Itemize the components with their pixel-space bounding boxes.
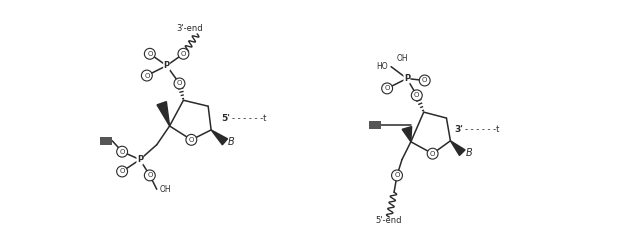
Text: O: O bbox=[120, 149, 125, 155]
Circle shape bbox=[144, 170, 155, 181]
Text: HO: HO bbox=[376, 62, 388, 71]
Circle shape bbox=[117, 166, 128, 177]
Text: - - - - - -t: - - - - - -t bbox=[232, 114, 266, 123]
FancyBboxPatch shape bbox=[100, 137, 112, 145]
Circle shape bbox=[382, 83, 392, 94]
Text: B: B bbox=[228, 137, 235, 147]
Circle shape bbox=[392, 170, 402, 181]
FancyBboxPatch shape bbox=[370, 121, 381, 129]
Text: 5'-end: 5'-end bbox=[376, 216, 402, 225]
Circle shape bbox=[411, 90, 422, 101]
Text: O: O bbox=[147, 51, 153, 57]
Polygon shape bbox=[157, 102, 170, 126]
Text: O: O bbox=[120, 168, 125, 174]
Text: - - - - - -t: - - - - - -t bbox=[465, 125, 500, 134]
Text: O: O bbox=[177, 80, 182, 87]
Text: OH: OH bbox=[160, 185, 171, 194]
Circle shape bbox=[186, 134, 197, 145]
Text: OH: OH bbox=[397, 54, 409, 63]
Text: P: P bbox=[404, 74, 410, 83]
Polygon shape bbox=[450, 141, 465, 155]
Circle shape bbox=[174, 78, 185, 89]
Circle shape bbox=[144, 48, 155, 59]
Text: 5': 5' bbox=[221, 114, 230, 123]
Circle shape bbox=[178, 48, 189, 59]
Text: O: O bbox=[181, 51, 186, 57]
Text: 3': 3' bbox=[454, 125, 463, 134]
Text: O: O bbox=[144, 73, 149, 79]
Text: O: O bbox=[430, 151, 435, 157]
Text: P: P bbox=[164, 61, 170, 70]
Text: P: P bbox=[137, 155, 143, 164]
Text: O: O bbox=[188, 137, 194, 143]
Circle shape bbox=[427, 148, 438, 159]
Text: O: O bbox=[384, 85, 390, 92]
Text: O: O bbox=[414, 92, 420, 98]
Text: 3'-end: 3'-end bbox=[176, 24, 203, 33]
Text: O: O bbox=[422, 77, 427, 84]
Polygon shape bbox=[402, 126, 412, 142]
Text: O: O bbox=[147, 172, 153, 178]
Circle shape bbox=[141, 70, 153, 81]
Text: B: B bbox=[465, 148, 472, 158]
Text: O: O bbox=[394, 172, 400, 178]
Circle shape bbox=[419, 75, 430, 86]
Polygon shape bbox=[211, 130, 228, 145]
Circle shape bbox=[117, 146, 128, 157]
